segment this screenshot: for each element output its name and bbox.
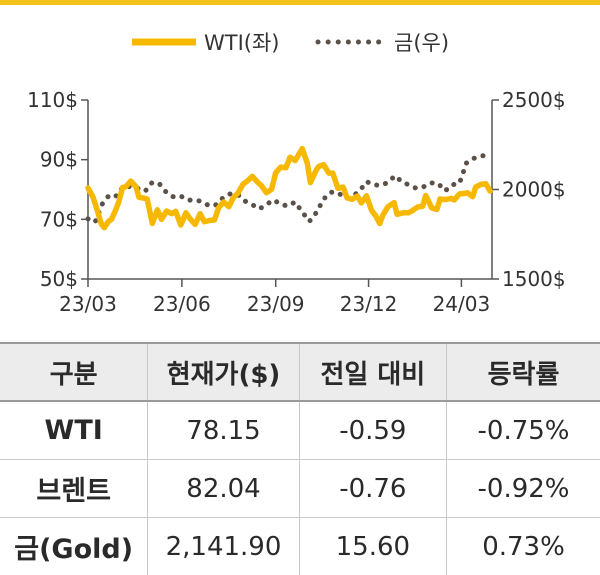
x-tick-label: 24/03 [433,292,491,316]
row-change: 15.60 [299,518,446,575]
row-change-rate: -0.75% [447,401,600,460]
x-tick-label: 23/06 [153,292,211,316]
wti-price-line [88,149,490,228]
row-name: 브렌트 [0,460,148,518]
row-change-rate: 0.73% [447,518,600,575]
row-change: -0.59 [299,401,446,460]
y-right-tick-label: 1500$ [502,267,566,291]
y-left-tick-label: 90$ [40,148,78,172]
price-summary-table: 구분 현재가($) 전일 대비 등락률 WTI 78.15 -0.59 -0.7… [0,342,600,575]
table-row: WTI 78.15 -0.59 -0.75% [0,401,600,460]
y-left-tick-label: 70$ [40,207,78,231]
row-current-price: 82.04 [148,460,299,518]
top-accent-line [0,0,600,5]
header-category: 구분 [0,343,148,401]
oil-gold-line-chart: WTI(좌) 금(우) 110$ 90$ 70$ 50$ 2500$ 2000$ 1500$… [0,8,600,338]
row-current-price: 78.15 [148,401,299,460]
x-tick-label: 23/03 [59,292,117,316]
row-current-price: 2,141.90 [148,518,299,575]
table-row: 브렌트 82.04 -0.76 -0.92% [0,460,600,518]
chart-legend: WTI(좌) 금(우) [132,31,449,55]
row-change: -0.76 [299,460,446,518]
x-tick-label: 23/12 [340,292,398,316]
header-current-price: 현재가($) [148,343,299,401]
header-change-rate: 등락률 [447,343,600,401]
row-name: 금(Gold) [0,518,148,575]
chart-series [88,149,490,228]
y-right-tick-label: 2000$ [502,178,566,202]
x-tick-label: 23/09 [247,292,305,316]
header-change: 전일 대비 [299,343,446,401]
y-right-tick-label: 2500$ [502,88,566,112]
table-header-row: 구분 현재가($) 전일 대비 등락률 [0,343,600,401]
y-left-tick-label: 50$ [40,267,78,291]
table-row: 금(Gold) 2,141.90 15.60 0.73% [0,518,600,575]
row-change-rate: -0.92% [447,460,600,518]
legend-label-wti: WTI(좌) [204,31,280,55]
y-left-tick-label: 110$ [27,88,78,112]
row-name: WTI [0,401,148,460]
legend-label-gold: 금(우) [394,31,449,55]
chart-axes: 110$ 90$ 70$ 50$ 2500$ 2000$ 1500$ 23/03 23/06 23… [27,88,566,316]
